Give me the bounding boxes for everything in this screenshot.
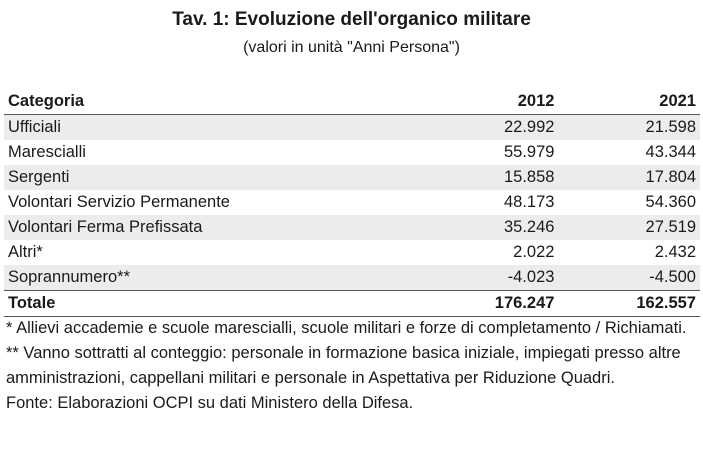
row-label: Ufficiali	[4, 114, 417, 140]
table-header-row: Categoria 2012 2021	[4, 89, 700, 115]
value-2021: 21.598	[558, 114, 700, 140]
row-label: Sergenti	[4, 165, 417, 190]
total-2012: 176.247	[416, 290, 559, 317]
row-label: Volontari Servizio Permanente	[8, 193, 230, 211]
column-header-categoria: Categoria	[4, 89, 417, 115]
table-title: Tav. 1: Evoluzione dell'organico militar…	[172, 9, 531, 30]
column-header-2021: 2021	[558, 89, 700, 115]
value-2021: 17.804	[558, 165, 700, 190]
value-2012: 48.173	[503, 193, 555, 211]
value-2012: 22.992	[416, 114, 559, 140]
value-2012: -4.023	[416, 265, 559, 291]
value-2021: 2.432	[654, 243, 696, 261]
value-2021: 54.360	[645, 193, 696, 211]
data-table: Categoria 2012 2021 Ufficiali 22.992 21.…	[4, 89, 700, 317]
row-label: Altri*	[8, 243, 43, 261]
table-subtitle: (valori in unità "Anni Persona")	[243, 39, 460, 56]
table-total-row: Totale 176.247 162.557	[4, 290, 700, 317]
value-2012: 15.858	[416, 165, 559, 190]
value-2021: 27.519	[558, 215, 700, 240]
table-row: Volontari Ferma Prefissata 35.246 27.519	[4, 215, 700, 240]
row-label: Volontari Ferma Prefissata	[4, 215, 417, 240]
total-label: Totale	[4, 290, 417, 317]
column-header-2012: 2012	[416, 89, 559, 115]
footnotes: * Allievi accademie e scuole marescialli…	[6, 316, 696, 416]
value-2012: 2.022	[513, 243, 555, 261]
table-row: Volontari Servizio Permanente 48.173 54.…	[4, 190, 700, 215]
row-label: Soprannumero**	[4, 265, 417, 291]
table-row: Soprannumero** -4.023 -4.500	[4, 265, 700, 291]
value-2012: 55.979	[503, 143, 555, 161]
value-2021: -4.500	[558, 265, 700, 291]
value-2012: 35.246	[416, 215, 559, 240]
data-table-container: Categoria 2012 2021 Ufficiali 22.992 21.…	[4, 89, 700, 317]
table-row: Ufficiali 22.992 21.598	[4, 114, 700, 140]
source-note: Fonte: Elaborazioni OCPI su dati Ministe…	[6, 394, 414, 412]
value-2021: 43.344	[645, 143, 696, 161]
table-row: Marescialli 55.979 43.344	[4, 140, 700, 165]
table-row: Sergenti 15.858 17.804	[4, 165, 700, 190]
table-row: Altri* 2.022 2.432	[4, 240, 700, 265]
total-2021: 162.557	[558, 290, 700, 317]
footnote-allievi: * Allievi accademie e scuole marescialli…	[6, 319, 687, 337]
row-label: Marescialli	[8, 143, 86, 161]
footnote-sottratti: ** Vanno sottratti al conteggio: persona…	[6, 344, 681, 387]
